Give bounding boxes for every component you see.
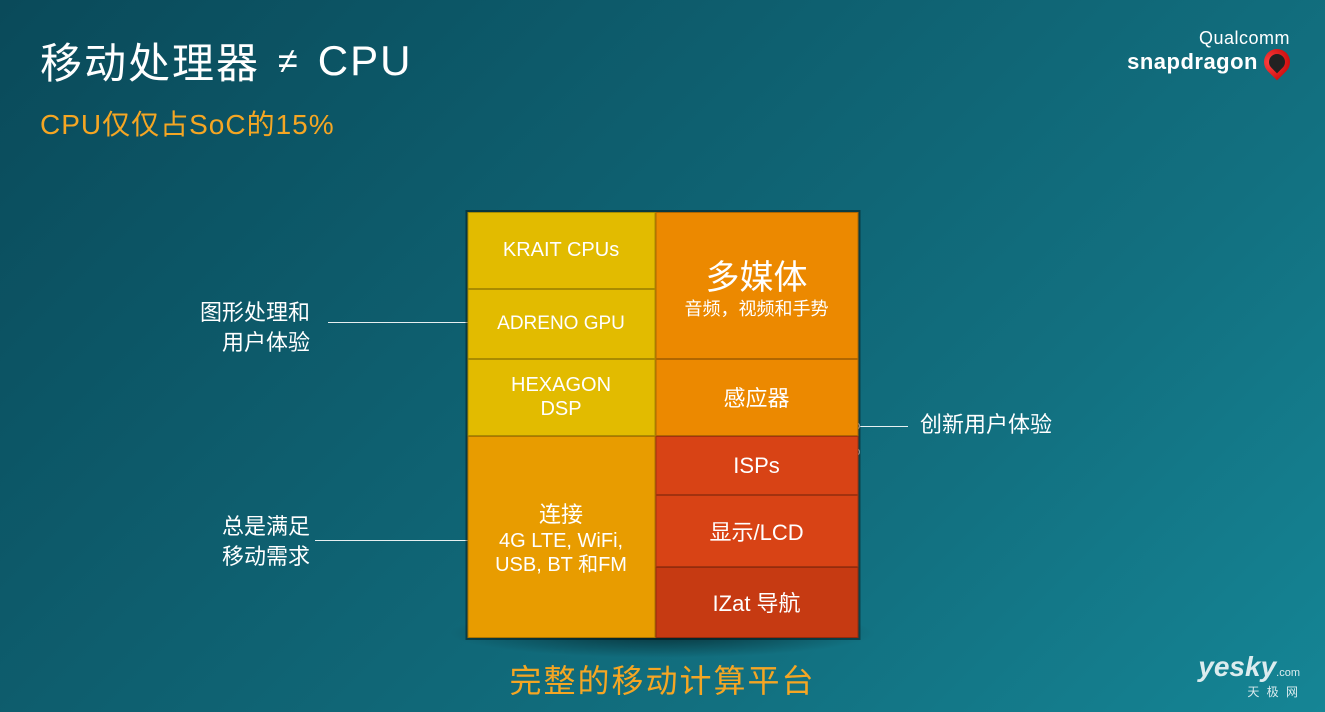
logo-line1: Qualcomm (1127, 28, 1290, 49)
block-connect: 连接4G LTE, WiFi, USB, BT 和FM (467, 436, 655, 638)
caption: 完整的移动计算平台 (509, 656, 815, 702)
chip-diagram: KRAIT CPUsADRENO GPUHEXAGONDSP连接4G LTE, … (465, 210, 860, 640)
block-adreno: ADRENO GPU (467, 289, 655, 358)
annotation-line (860, 426, 908, 427)
block-lcd: 显示/LCD (655, 495, 858, 566)
annotation-line (328, 322, 468, 323)
title-right: CPU (318, 37, 413, 85)
main-title: 移动处理器 ≠ CPU (40, 30, 412, 91)
block-izat: IZat 导航 (655, 567, 858, 638)
chip-left-column: KRAIT CPUsADRENO GPUHEXAGONDSP连接4G LTE, … (467, 212, 655, 638)
block-krait: KRAIT CPUs (467, 212, 655, 289)
block-multimedia: 多媒体音频，视频和手势 (655, 212, 858, 359)
chip-right-column: 多媒体音频，视频和手势感应器ISPs显示/LCDIZat 导航 (655, 212, 858, 638)
watermark: yesky.com 天 极 网 (1198, 651, 1300, 700)
snapdragon-flame-icon (1259, 44, 1296, 81)
block-sensor: 感应器 (655, 359, 858, 436)
title-area: 移动处理器 ≠ CPU CPU仅仅占SoC的15% (40, 30, 412, 143)
logo-line2: snapdragon (1127, 49, 1290, 75)
not-equal-symbol: ≠ (278, 40, 300, 82)
block-isp: ISPs (655, 436, 858, 495)
brand-logo: Qualcomm snapdragon (1127, 28, 1290, 75)
chip: KRAIT CPUsADRENO GPUHEXAGONDSP连接4G LTE, … (465, 210, 860, 640)
annotation-line (315, 540, 468, 541)
title-left: 移动处理器 (40, 30, 260, 91)
annotation-gpu: 图形处理和 用户体验 (200, 298, 310, 357)
annotation-connect: 总是满足 移动需求 (222, 512, 310, 571)
annotation-ux: 创新用户体验 (920, 410, 1052, 440)
sub-title: CPU仅仅占SoC的15% (40, 103, 412, 143)
block-hexagon: HEXAGONDSP (467, 359, 655, 436)
